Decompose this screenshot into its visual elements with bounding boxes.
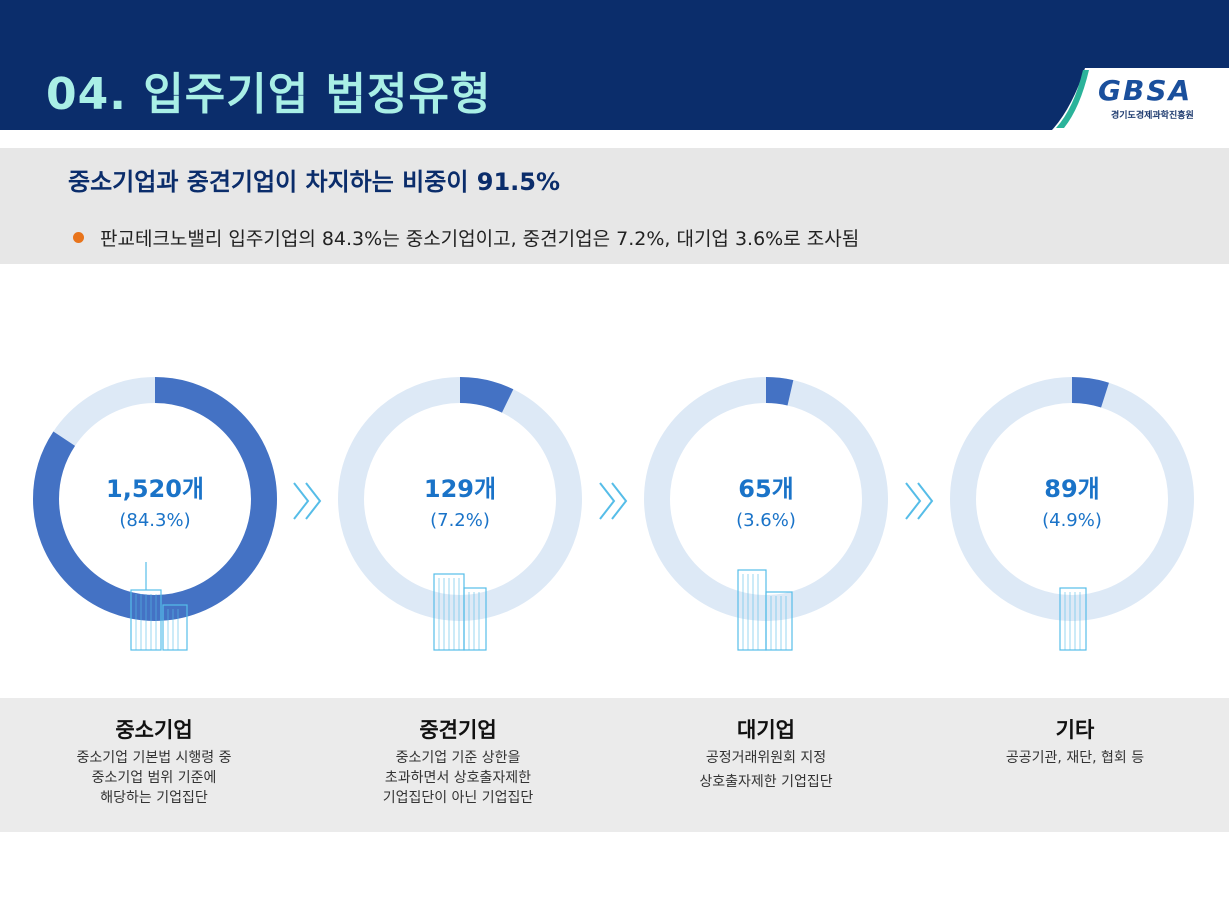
- description-line: 해당하는 기업집단: [100, 790, 208, 806]
- category-title: 대기업: [737, 718, 795, 742]
- bullet-dot-icon: [73, 232, 84, 243]
- description-line: 중소기업 기준 상한을: [395, 750, 521, 766]
- donut-3: 65개 (3.6%): [644, 377, 888, 651]
- chevron-right-icon: [905, 482, 934, 520]
- category-title: 기타: [1055, 718, 1095, 742]
- logo-subtitle: 경기도경제과학진흥원: [1111, 111, 1194, 121]
- logo: GBSA 경기도경제과학진흥원: [0, 0, 1229, 130]
- category-sme: 중소기업 중소기업 기본법 시행령 중 중소기업 범위 기준에 해당하는 기업집…: [24, 698, 284, 808]
- category-title: 중소기업: [115, 718, 193, 742]
- category-description: 공공기관, 재단, 협회 등: [945, 748, 1205, 768]
- category-description-band: 중소기업 중소기업 기본법 시행령 중 중소기업 범위 기준에 해당하는 기업집…: [0, 698, 1229, 832]
- category-large: 대기업 공정거래위원회 지정 상호출자제한 기업집단: [636, 698, 896, 792]
- donut-percent-label: (7.2%): [430, 510, 490, 531]
- donut-count-label: 1,520개: [106, 475, 204, 503]
- building-icon: [463, 587, 487, 651]
- donut-percent-label: (3.6%): [736, 510, 796, 531]
- page-title: 04. 입주기업 법정유형: [46, 69, 492, 120]
- category-midsize: 중견기업 중소기업 기준 상한을 초과하면서 상호출자제한 기업집단이 아닌 기…: [328, 698, 588, 808]
- chevron-right-icon: [599, 482, 628, 520]
- donut-slice: [644, 377, 888, 621]
- building-icon: [130, 589, 162, 651]
- donut-count-label: 129개: [424, 475, 496, 503]
- summary-bullet: 판교테크노밸리 입주기업의 84.3%는 중소기업이고, 중견기업은 7.2%,…: [100, 228, 860, 250]
- donut-slice: [338, 377, 582, 621]
- description-line: 중소기업 기본법 시행령 중: [76, 750, 232, 766]
- donut-slice: [33, 377, 277, 621]
- description-line: 초과하면서 상호출자제한: [384, 770, 532, 786]
- building-icon: [433, 573, 465, 651]
- donut-4: 89개 (4.9%): [950, 377, 1194, 651]
- chevron-right-icon: [293, 482, 322, 520]
- donut-percent-label: (4.9%): [1042, 510, 1102, 531]
- donut-percent-label: (84.3%): [119, 510, 190, 531]
- building-icon: [737, 569, 767, 651]
- category-description: 공정거래위원회 지정 상호출자제한 기업집단: [636, 748, 896, 792]
- summary-band: 중소기업과 중견기업이 차지하는 비중이 91.5% 판교테크노밸리 입주기업의…: [0, 148, 1229, 264]
- logo-wordmark: GBSA: [1098, 74, 1193, 107]
- description-line: 중소기업 범위 기준에: [91, 770, 217, 786]
- header-bar: 04. 입주기업 법정유형: [0, 0, 1229, 130]
- logo-badge: [1052, 68, 1229, 130]
- donut-slice: [950, 377, 1194, 621]
- building-icon: [1059, 587, 1087, 651]
- donut-1: 1,520개 (84.3%): [33, 377, 277, 651]
- summary-headline: 중소기업과 중견기업이 차지하는 비중이 91.5%: [68, 168, 561, 196]
- description-line: 상호출자제한 기업집단: [699, 774, 833, 790]
- category-description: 중소기업 기본법 시행령 중 중소기업 범위 기준에 해당하는 기업집단: [24, 748, 284, 808]
- donut-count-label: 65개: [738, 475, 793, 503]
- category-title: 중견기업: [419, 718, 497, 742]
- description-line: 공공기관, 재단, 협회 등: [1005, 750, 1145, 766]
- building-icon: [765, 591, 793, 651]
- donut-2: 129개 (7.2%): [338, 377, 582, 651]
- category-other: 기타 공공기관, 재단, 협회 등: [945, 698, 1205, 768]
- description-line: 공정거래위원회 지정: [705, 750, 827, 766]
- building-icon: [162, 604, 188, 651]
- description-line: 기업집단이 아닌 기업집단: [382, 790, 534, 806]
- donut-count-label: 89개: [1044, 475, 1099, 503]
- donut-chart: 1,520개 (84.3%) 129개 (7.2%) 65개 (3.6%) 89개 (4.9%…: [33, 377, 1194, 651]
- category-description: 중소기업 기준 상한을 초과하면서 상호출자제한 기업집단이 아닌 기업집단: [328, 748, 588, 808]
